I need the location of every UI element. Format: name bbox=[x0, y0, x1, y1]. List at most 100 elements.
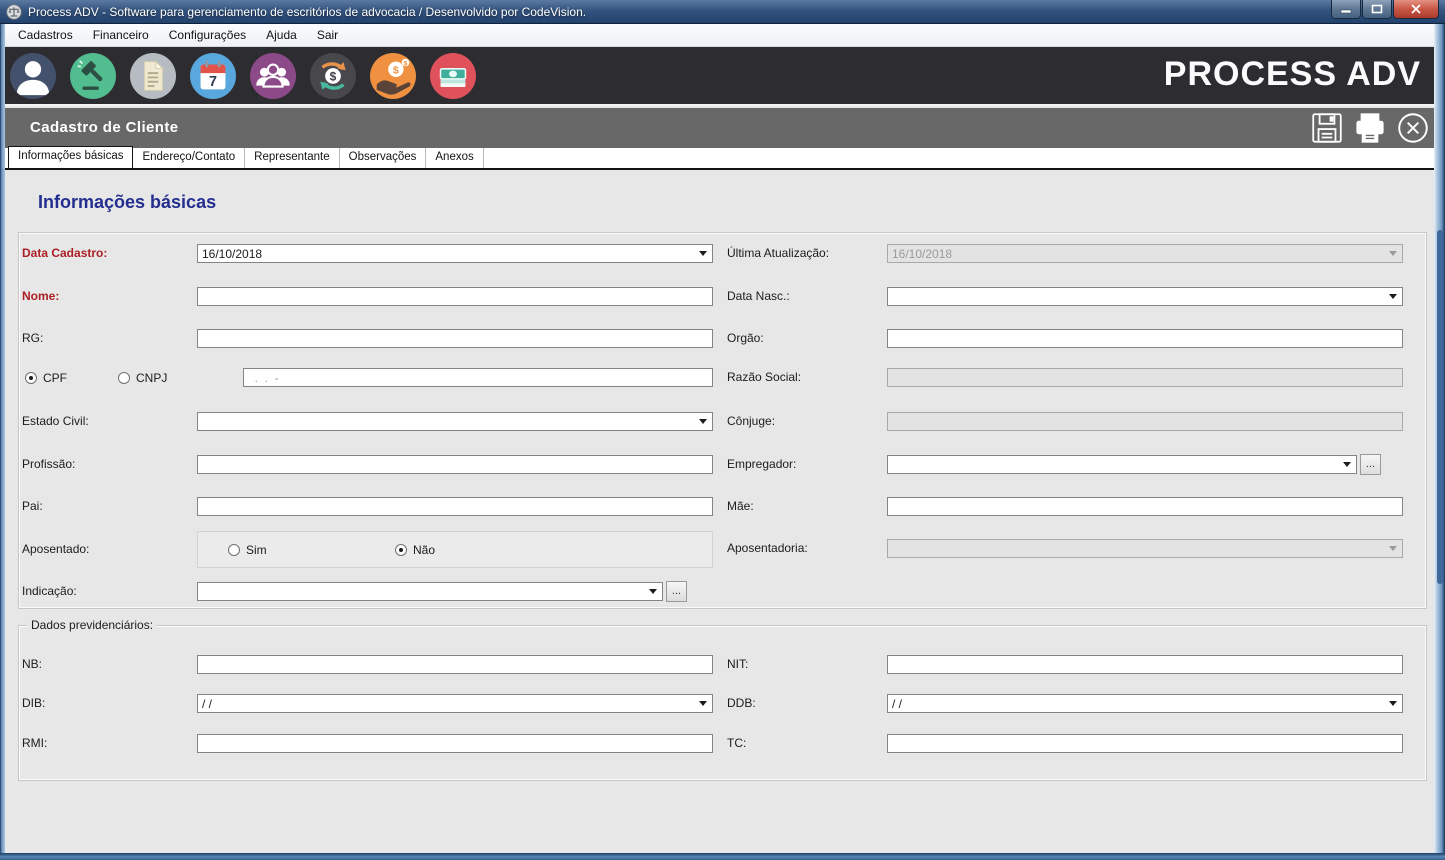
pai-input[interactable] bbox=[197, 497, 713, 516]
payments-button[interactable] bbox=[430, 53, 476, 99]
aposentado-label: Aposentado: bbox=[22, 540, 194, 559]
tab-representante[interactable]: Representante bbox=[245, 148, 339, 168]
aposentado-nao-radio[interactable]: Não bbox=[395, 543, 435, 557]
chevron-down-icon bbox=[1343, 462, 1351, 467]
calendar-icon: 7 bbox=[190, 53, 236, 99]
empregador-label: Empregador: bbox=[727, 455, 883, 474]
cnpj-radio[interactable]: CNPJ bbox=[118, 371, 167, 385]
chevron-down-icon bbox=[699, 251, 707, 256]
close-icon bbox=[1395, 110, 1431, 146]
dib-label: DIB: bbox=[22, 694, 194, 713]
chevron-down-icon bbox=[1389, 251, 1397, 256]
rg-input[interactable] bbox=[197, 329, 713, 348]
documents-button[interactable] bbox=[130, 53, 176, 99]
indicacao-label: Indicação: bbox=[22, 582, 194, 601]
radio-button-icon bbox=[25, 372, 37, 384]
menu-configuracoes[interactable]: Configurações bbox=[159, 25, 256, 45]
ultima-atualizacao-combobox: 16/10/2018 bbox=[887, 244, 1403, 263]
form-header: Cadastro de Cliente bbox=[0, 108, 1445, 148]
estado-civil-combobox[interactable] bbox=[197, 412, 713, 431]
menu-financeiro[interactable]: Financeiro bbox=[83, 25, 159, 45]
estado-civil-label: Estado Civil: bbox=[22, 412, 194, 431]
tc-input[interactable] bbox=[887, 734, 1403, 753]
radio-button-icon bbox=[118, 372, 130, 384]
nit-input[interactable] bbox=[887, 655, 1403, 674]
tc-label: TC: bbox=[727, 734, 883, 753]
chevron-down-icon bbox=[1389, 701, 1397, 706]
person-icon bbox=[10, 53, 56, 99]
dib-combobox[interactable]: / / bbox=[197, 694, 713, 713]
ultima-atualizacao-label: Última Atualização: bbox=[727, 244, 883, 263]
profissao-input[interactable] bbox=[197, 455, 713, 474]
nome-label: Nome: bbox=[22, 287, 194, 306]
ddb-combobox[interactable]: / / bbox=[887, 694, 1403, 713]
data-nasc-combobox[interactable] bbox=[887, 287, 1403, 306]
menu-sair[interactable]: Sair bbox=[307, 25, 348, 45]
groups-button[interactable] bbox=[250, 53, 296, 99]
tabstrip: Informações básicas Endereço/Contato Rep… bbox=[0, 148, 1445, 170]
cpf-masked-input[interactable] bbox=[243, 368, 713, 387]
processes-button[interactable] bbox=[70, 53, 116, 99]
tab-anexos[interactable]: Anexos bbox=[426, 148, 483, 168]
nit-label: NIT: bbox=[727, 655, 883, 674]
money-icon bbox=[430, 53, 476, 99]
receivables-button[interactable]: $ $ bbox=[370, 53, 416, 99]
agenda-button[interactable]: 7 bbox=[190, 53, 236, 99]
radio-button-icon bbox=[228, 544, 240, 556]
save-icon bbox=[1309, 110, 1345, 146]
mae-input[interactable] bbox=[887, 497, 1403, 516]
profissao-label: Profissão: bbox=[22, 455, 194, 474]
rmi-input[interactable] bbox=[197, 734, 713, 753]
data-cadastro-label: Data Cadastro: bbox=[22, 244, 194, 263]
nb-label: NB: bbox=[22, 655, 194, 674]
tab-observacoes[interactable]: Observações bbox=[340, 148, 427, 168]
rmi-label: RMI: bbox=[22, 734, 194, 753]
print-button[interactable] bbox=[1352, 110, 1388, 151]
document-icon bbox=[130, 53, 176, 99]
window-border-right bbox=[1434, 24, 1445, 860]
clients-button[interactable] bbox=[10, 53, 56, 99]
razao-social-input bbox=[887, 368, 1403, 387]
data-nasc-label: Data Nasc.: bbox=[727, 287, 883, 306]
save-button[interactable] bbox=[1309, 110, 1345, 151]
tab-endereco-contato[interactable]: Endereço/Contato bbox=[133, 148, 245, 168]
empregador-browse-button[interactable]: ... bbox=[1360, 454, 1381, 475]
application-window: Process ADV - Software para gerenciament… bbox=[0, 0, 1445, 860]
people-icon bbox=[250, 53, 296, 99]
window-border-bottom bbox=[0, 853, 1445, 860]
menu-cadastros[interactable]: Cadastros bbox=[8, 25, 83, 45]
aposentado-sim-radio[interactable]: Sim bbox=[228, 543, 267, 557]
close-window-button[interactable] bbox=[1393, 0, 1439, 19]
indicacao-browse-button[interactable]: ... bbox=[666, 581, 687, 602]
tab-content: Informações básicas Dados previdenciário… bbox=[0, 170, 1445, 852]
chevron-down-icon bbox=[699, 701, 707, 706]
calendar-day: 7 bbox=[209, 74, 217, 90]
indicacao-combobox[interactable] bbox=[197, 582, 663, 601]
menubar: Cadastros Financeiro Configurações Ajuda… bbox=[0, 24, 1445, 47]
conjuge-label: Cônjuge: bbox=[727, 412, 883, 431]
gavel-icon bbox=[70, 53, 116, 99]
app-logo-icon bbox=[6, 4, 22, 20]
scrollbar-thumb[interactable] bbox=[1437, 230, 1443, 584]
mae-label: Mãe: bbox=[727, 497, 883, 516]
window-titlebar: Process ADV - Software para gerenciament… bbox=[0, 0, 1445, 24]
print-icon bbox=[1352, 110, 1388, 146]
menu-ajuda[interactable]: Ajuda bbox=[256, 25, 307, 45]
tab-informacoes-basicas[interactable]: Informações básicas bbox=[8, 146, 133, 168]
refresh-dollar-icon: $ bbox=[310, 53, 356, 99]
orgao-input[interactable] bbox=[887, 329, 1403, 348]
svg-text:$: $ bbox=[393, 64, 399, 76]
nome-input[interactable] bbox=[197, 287, 713, 306]
nb-input[interactable] bbox=[197, 655, 713, 674]
page-title: Informações básicas bbox=[38, 192, 216, 213]
maximize-button[interactable] bbox=[1362, 0, 1392, 19]
minimize-button[interactable] bbox=[1331, 0, 1361, 19]
close-form-button[interactable] bbox=[1395, 110, 1431, 151]
empregador-combobox[interactable] bbox=[887, 455, 1357, 474]
window-title: Process ADV - Software para gerenciament… bbox=[28, 5, 586, 19]
transactions-button[interactable]: $ bbox=[310, 53, 356, 99]
conjuge-input bbox=[887, 412, 1403, 431]
radio-button-icon bbox=[395, 544, 407, 556]
data-cadastro-combobox[interactable]: 16/10/2018 bbox=[197, 244, 713, 263]
cpf-radio[interactable]: CPF bbox=[25, 371, 67, 385]
